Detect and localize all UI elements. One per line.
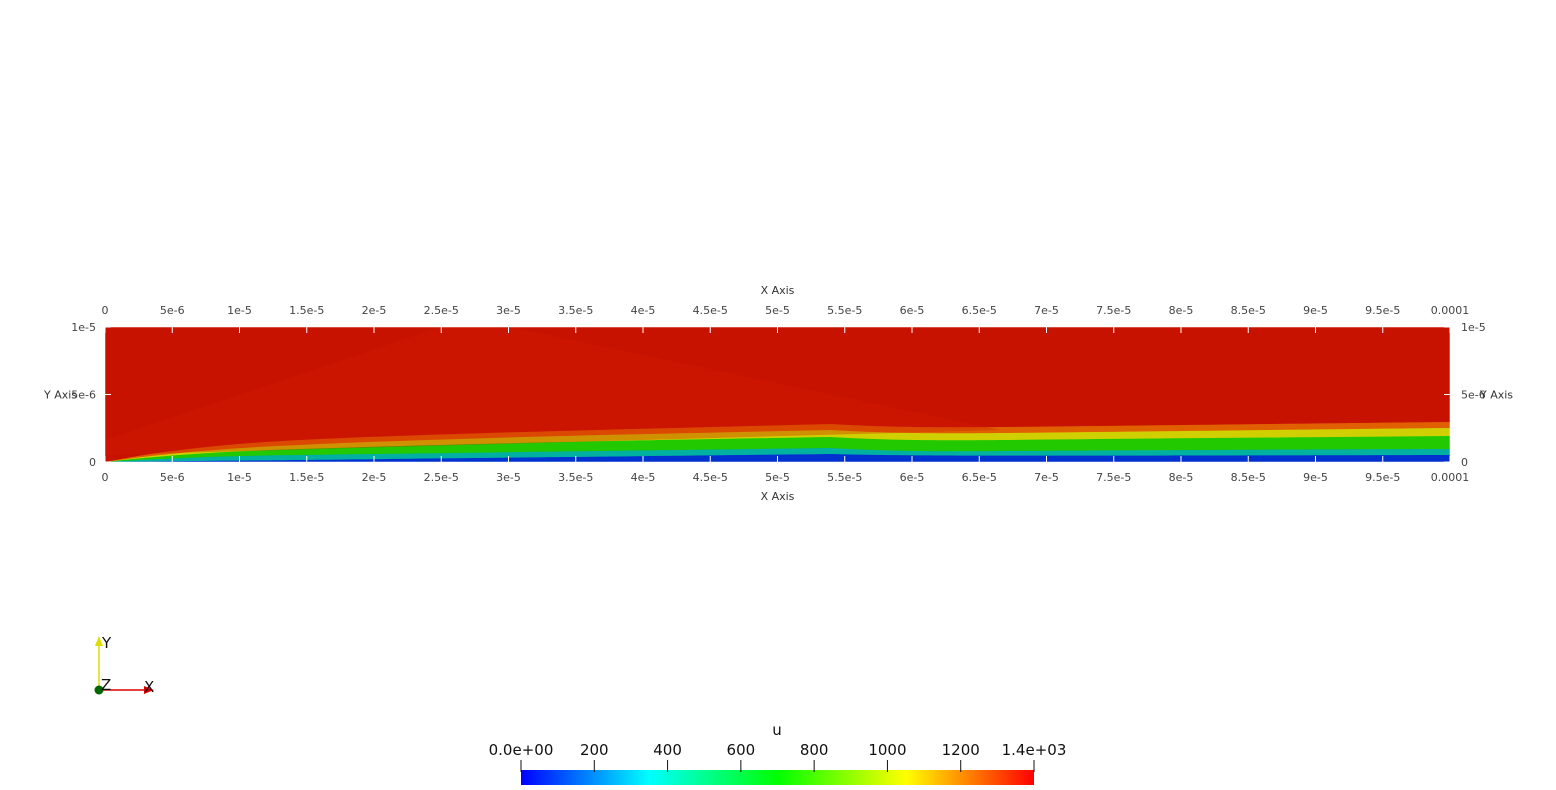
axes-grid: 005e-65e-61e-51e-51.5e-51.5e-52e-52e-52.… xyxy=(43,284,1513,503)
x-tick-label-top: 4e-5 xyxy=(631,304,656,317)
color-bar-tick-label: 1000 xyxy=(868,741,906,759)
x-tick-label-bottom: 5e-6 xyxy=(160,471,185,484)
x-tick-label-bottom: 8.5e-5 xyxy=(1231,471,1266,484)
shock-wedge xyxy=(105,327,1000,455)
y-tick-label-right: 5e-6 xyxy=(1461,389,1486,402)
x-tick-label-bottom: 6e-5 xyxy=(900,471,925,484)
x-tick-label-bottom: 0 xyxy=(102,471,109,484)
x-tick-label-bottom: 2e-5 xyxy=(362,471,387,484)
x-tick-label-top: 3.5e-5 xyxy=(558,304,593,317)
x-tick-label-top: 1.5e-5 xyxy=(289,304,324,317)
flow-field xyxy=(105,327,1450,462)
x-tick-label-bottom: 4.5e-5 xyxy=(693,471,728,484)
color-bar-tick-label: 1200 xyxy=(942,741,980,759)
y-tick-label-left: 1e-5 xyxy=(71,321,96,334)
color-bar-tick-label: 0.0e+00 xyxy=(489,741,554,759)
x-tick-label-top: 5.5e-5 xyxy=(827,304,862,317)
x-tick-label-bottom: 5.5e-5 xyxy=(827,471,862,484)
x-tick-label-top: 7.5e-5 xyxy=(1096,304,1131,317)
triad-x-arrow-icon xyxy=(144,686,154,694)
y-axis-title-right: Y Axis xyxy=(1479,389,1513,402)
triad-z-dot-icon xyxy=(94,685,104,695)
color-bar-title: u xyxy=(772,721,782,739)
x-tick-label-bottom: 1e-5 xyxy=(227,471,252,484)
x-tick-label-bottom: 4e-5 xyxy=(631,471,656,484)
x-tick-label-top: 5e-5 xyxy=(765,304,790,317)
x-tick-label-top: 9e-5 xyxy=(1303,304,1328,317)
color-bar-tick-label: 200 xyxy=(580,741,609,759)
orientation-triad[interactable]: Y X Z xyxy=(94,634,155,696)
color-bar-gradient xyxy=(521,770,1034,785)
x-tick-label-top: 6.5e-5 xyxy=(962,304,997,317)
x-tick-label-bottom: 0.0001 xyxy=(1431,471,1470,484)
x-tick-label-bottom: 2.5e-5 xyxy=(424,471,459,484)
x-tick-label-top: 3e-5 xyxy=(496,304,521,317)
triad-y-label: Y xyxy=(101,634,112,652)
x-tick-label-bottom: 9e-5 xyxy=(1303,471,1328,484)
color-bar[interactable]: u 0.0e+00 200 400 600 800 1000 1200 1.4e+03 xyxy=(489,721,1067,785)
x-tick-label-bottom: 7e-5 xyxy=(1034,471,1059,484)
x-axis-title-bottom: X Axis xyxy=(761,490,795,503)
x-tick-label-top: 7e-5 xyxy=(1034,304,1059,317)
x-tick-label-bottom: 1.5e-5 xyxy=(289,471,324,484)
x-tick-label-top: 5e-6 xyxy=(160,304,185,317)
x-tick-label-bottom: 5e-5 xyxy=(765,471,790,484)
x-tick-label-bottom: 3.5e-5 xyxy=(558,471,593,484)
x-tick-label-bottom: 6.5e-5 xyxy=(962,471,997,484)
x-tick-label-top: 0 xyxy=(102,304,109,317)
color-bar-tick-label: 800 xyxy=(800,741,829,759)
x-tick-label-top: 0.0001 xyxy=(1431,304,1470,317)
x-tick-label-top: 1e-5 xyxy=(227,304,252,317)
triad-y-arrow-icon xyxy=(95,636,103,646)
y-tick-label-left: 5e-6 xyxy=(71,389,96,402)
x-tick-label-top: 4.5e-5 xyxy=(693,304,728,317)
x-tick-label-top: 6e-5 xyxy=(900,304,925,317)
x-tick-label-top: 8.5e-5 xyxy=(1231,304,1266,317)
x-tick-label-top: 8e-5 xyxy=(1169,304,1194,317)
triad-x-label: X xyxy=(144,678,154,696)
x-tick-label-top: 2e-5 xyxy=(362,304,387,317)
x-tick-label-top: 9.5e-5 xyxy=(1365,304,1400,317)
x-tick-label-bottom: 3e-5 xyxy=(496,471,521,484)
y-axis-title-left: Y Axis xyxy=(43,389,77,402)
y-tick-label-right: 1e-5 xyxy=(1461,321,1486,334)
y-tick-label-left: 0 xyxy=(89,456,96,469)
x-tick-label-bottom: 7.5e-5 xyxy=(1096,471,1131,484)
x-tick-label-bottom: 9.5e-5 xyxy=(1365,471,1400,484)
x-tick-label-bottom: 8e-5 xyxy=(1169,471,1194,484)
color-bar-tick-label: 600 xyxy=(727,741,756,759)
x-tick-label-top: 2.5e-5 xyxy=(424,304,459,317)
y-tick-label-right: 0 xyxy=(1461,456,1468,469)
color-bar-ticks: 0.0e+00 200 400 600 800 1000 1200 1.4e+03 xyxy=(489,741,1067,772)
triad-z-label: Z xyxy=(101,676,111,694)
x-axis-title-top: X Axis xyxy=(761,284,795,297)
color-bar-tick-label: 1.4e+03 xyxy=(1002,741,1067,759)
color-bar-tick-label: 400 xyxy=(653,741,682,759)
